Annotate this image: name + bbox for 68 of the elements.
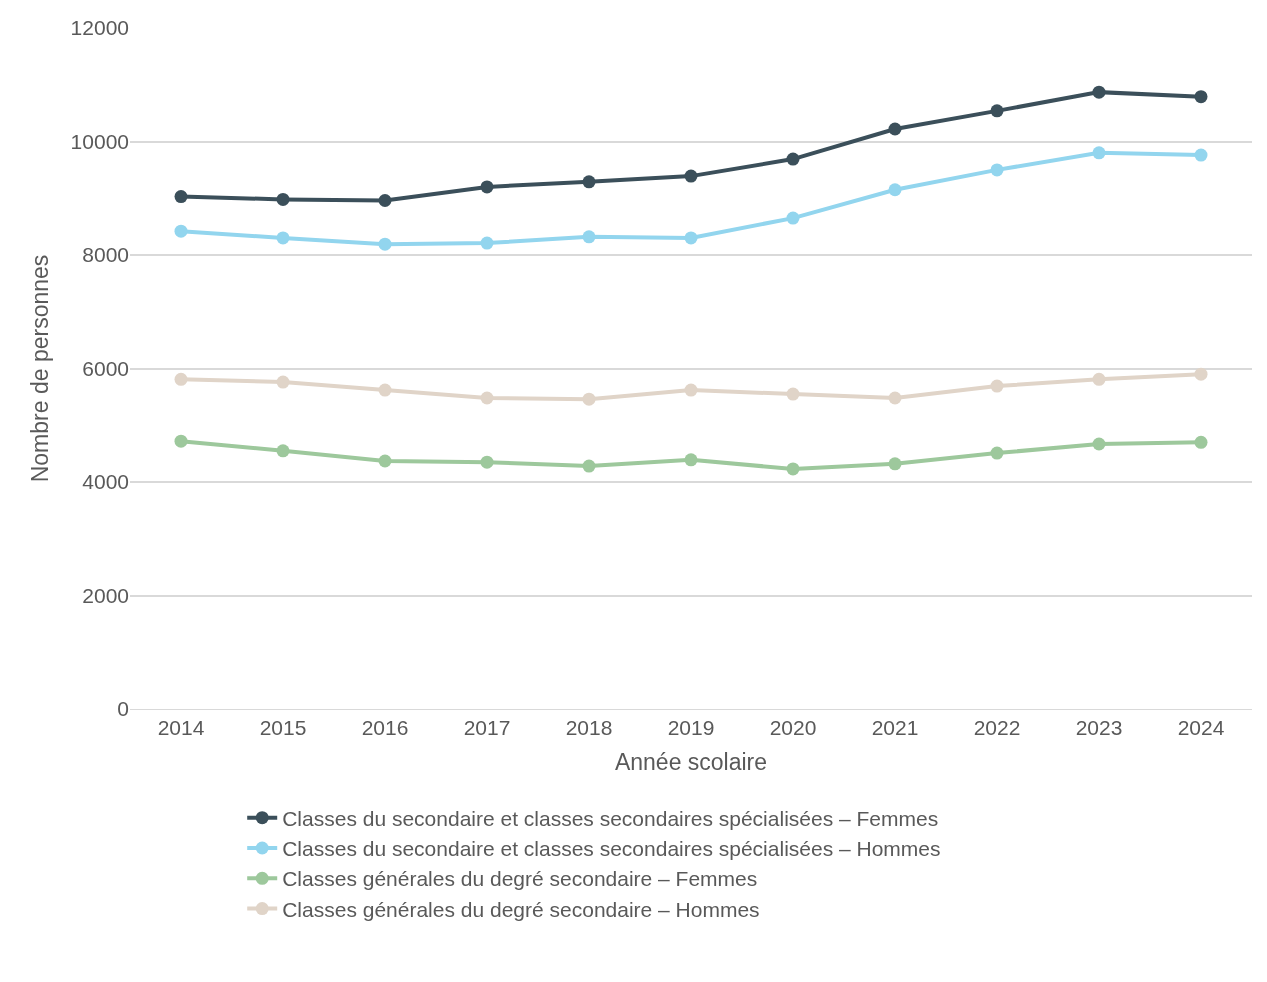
point <box>888 122 902 136</box>
x-tick-label: 2018 <box>565 716 613 740</box>
y-tick-label: 4000 <box>82 470 129 494</box>
point <box>174 372 188 386</box>
point <box>1194 367 1208 381</box>
y-tick-label: 6000 <box>82 356 129 380</box>
x-tick-label: 2017 <box>463 716 511 740</box>
legend-label: Classes du secondaire et classes secondaires spécialisées – Femmes <box>282 806 939 830</box>
point <box>174 434 188 448</box>
point <box>276 375 290 389</box>
legend-label: Classes du secondaire et classes secondaires spécialisées – Hommes <box>282 837 941 861</box>
x-tick-label: 2023 <box>1075 716 1123 740</box>
x-tick-label: 2024 <box>1177 716 1225 740</box>
point <box>888 391 902 405</box>
point <box>378 194 392 208</box>
point <box>888 183 902 197</box>
point <box>786 211 800 225</box>
x-tick-label: 2021 <box>871 716 919 740</box>
point <box>276 192 290 206</box>
x-tick-label: 2014 <box>157 716 205 740</box>
point <box>378 237 392 251</box>
x-tick-label: 2016 <box>361 716 409 740</box>
point <box>480 391 494 405</box>
y-tick-label: 10000 <box>70 129 129 153</box>
x-tick-label: 2015 <box>259 716 307 740</box>
y-axis-title: Nombre de personnes <box>27 254 54 483</box>
point <box>1092 372 1106 386</box>
point <box>582 392 596 406</box>
x-tick-label: 2022 <box>973 716 1021 740</box>
point <box>786 387 800 401</box>
point <box>582 230 596 244</box>
point <box>480 236 494 250</box>
point <box>582 175 596 189</box>
point <box>990 446 1004 460</box>
point <box>378 383 392 397</box>
point <box>786 152 800 166</box>
legend-label: Classes générales du degré secondaire – Femmes <box>282 867 758 891</box>
point <box>1194 435 1208 449</box>
point <box>1092 437 1106 451</box>
point <box>684 169 698 183</box>
point <box>990 104 1004 118</box>
point <box>174 224 188 238</box>
point <box>174 190 188 204</box>
y-tick-label: 2000 <box>82 583 129 607</box>
point <box>990 379 1004 393</box>
point <box>276 444 290 458</box>
x-axis-title: Année scolaire <box>614 748 768 775</box>
point <box>684 231 698 245</box>
point <box>888 457 902 471</box>
point <box>1092 146 1106 160</box>
point <box>990 163 1004 177</box>
point <box>1092 85 1106 99</box>
point <box>480 180 494 194</box>
y-tick-label: 8000 <box>82 243 129 267</box>
y-tick-label: 12000 <box>70 16 129 40</box>
point <box>1194 90 1208 104</box>
point <box>684 383 698 397</box>
point <box>684 453 698 467</box>
y-tick-label: 0 <box>117 697 129 721</box>
point <box>378 454 392 468</box>
x-tick-label: 2019 <box>667 716 715 740</box>
x-tick-label: 2020 <box>769 716 817 740</box>
point <box>786 462 800 476</box>
point <box>480 455 494 469</box>
point <box>582 459 596 473</box>
legend-label: Classes générales du degré secondaire – Hommes <box>282 897 760 921</box>
point <box>276 231 290 245</box>
point <box>1194 148 1208 162</box>
